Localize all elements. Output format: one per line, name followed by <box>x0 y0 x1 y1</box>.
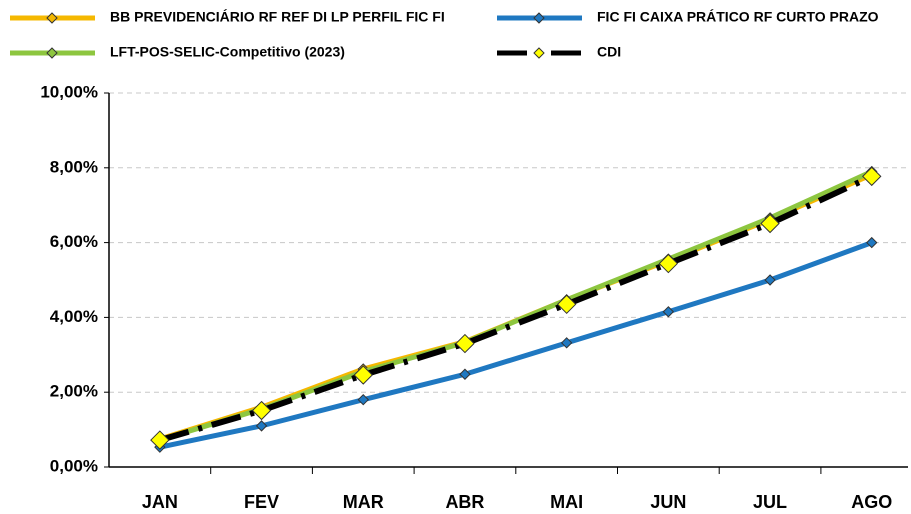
y-tick-label: 0,00% <box>50 456 98 475</box>
legend-label: LFT-POS-SELIC-Competitivo (2023) <box>110 44 345 60</box>
series-marker <box>455 333 475 354</box>
series-marker <box>150 430 170 450</box>
series-marker <box>251 400 272 421</box>
x-tick-label: MAR <box>343 492 384 512</box>
x-tick-label: JUL <box>753 492 787 512</box>
series-marker <box>255 420 268 432</box>
x-tick-label: JAN <box>142 492 178 512</box>
series-marker <box>560 337 573 349</box>
series-marker <box>357 393 369 406</box>
series-line <box>157 240 875 450</box>
x-tick-label: FEV <box>244 492 279 512</box>
legend-marker <box>533 12 545 24</box>
series-marker <box>658 253 679 274</box>
series-line <box>157 172 875 442</box>
series-marker <box>764 274 776 286</box>
y-tick-label: 6,00% <box>50 232 98 251</box>
legend-marker <box>46 12 58 24</box>
series-marker <box>862 166 882 187</box>
x-tick-label: AGO <box>851 492 892 512</box>
x-tick-label: ABR <box>445 492 484 512</box>
x-tick-label: MAI <box>550 492 583 512</box>
y-tick-label: 10,00% <box>40 82 98 101</box>
series-marker <box>866 236 878 249</box>
legend-label: CDI <box>597 44 621 60</box>
y-tick-label: 4,00% <box>50 307 98 326</box>
legend-marker <box>46 47 58 59</box>
series-line <box>157 169 875 443</box>
series-line <box>159 173 874 443</box>
series-marker <box>760 213 780 234</box>
series-marker <box>556 294 577 315</box>
y-tick-label: 2,00% <box>50 382 98 401</box>
x-tick-label: JUN <box>650 492 686 512</box>
legend-label: FIC FI CAIXA PRÁTICO RF CURTO PRAZO <box>597 9 879 25</box>
y-tick-label: 8,00% <box>50 157 98 176</box>
legend-marker <box>533 47 545 59</box>
series-marker <box>662 306 675 318</box>
series-marker <box>459 368 471 380</box>
legend-label: BB PREVIDENCIÁRIO RF REF DI LP PERFIL FI… <box>110 9 445 25</box>
series-marker <box>353 365 373 385</box>
